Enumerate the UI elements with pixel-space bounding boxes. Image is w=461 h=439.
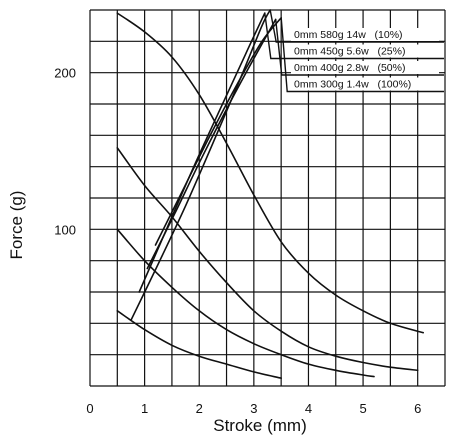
load-line-3 bbox=[146, 18, 277, 270]
x-tick-label: 5 bbox=[359, 401, 366, 416]
force-curve-3 bbox=[116, 228, 375, 378]
x-tick-label: 3 bbox=[250, 401, 257, 416]
x-tick-label: 2 bbox=[196, 401, 203, 416]
legend-leader-4 bbox=[280, 17, 444, 93]
legend-label-3: 0mm 400g 2.8w (50%) bbox=[294, 62, 405, 74]
legend-label-background bbox=[291, 28, 439, 41]
legend-leader-1 bbox=[269, 9, 444, 43]
force-curve-2 bbox=[116, 147, 419, 372]
load-line-1 bbox=[130, 9, 271, 321]
legend-label-2: 0mm 450g 5.6w (25%) bbox=[294, 46, 405, 58]
legend-leader-2 bbox=[264, 13, 444, 60]
y-tick-label: 200 bbox=[54, 66, 76, 81]
x-tick-label: 0 bbox=[86, 401, 93, 416]
legend-label-1: 0mm 580g 14w (10%) bbox=[294, 29, 403, 41]
legend-label-4: 0mm 300g 1.4w (100%) bbox=[294, 79, 411, 91]
x-tick-label: 1 bbox=[141, 401, 148, 416]
legend-leader-3 bbox=[275, 19, 444, 76]
tick-labels: 0 1 2 3 4 5 6 100 200 bbox=[54, 66, 421, 416]
legend-label-background bbox=[291, 77, 439, 91]
x-tick-label: 6 bbox=[414, 401, 421, 416]
y-axis-title: Force (g) bbox=[7, 191, 26, 260]
curves bbox=[116, 9, 424, 379]
legend-label-background bbox=[291, 61, 439, 74]
legend: 0mm 580g 14w (10%) 0mm 450g 5.6w (25%) 0mm… bbox=[264, 9, 444, 93]
x-tick-label: 4 bbox=[305, 401, 312, 416]
x-axis-title: Stroke (mm) bbox=[213, 416, 307, 435]
y-tick-label: 100 bbox=[54, 222, 76, 237]
load-line-4 bbox=[154, 17, 282, 246]
legend-label-background bbox=[291, 44, 439, 58]
force-curve-4 bbox=[116, 310, 282, 379]
force-curve-1 bbox=[116, 12, 424, 334]
